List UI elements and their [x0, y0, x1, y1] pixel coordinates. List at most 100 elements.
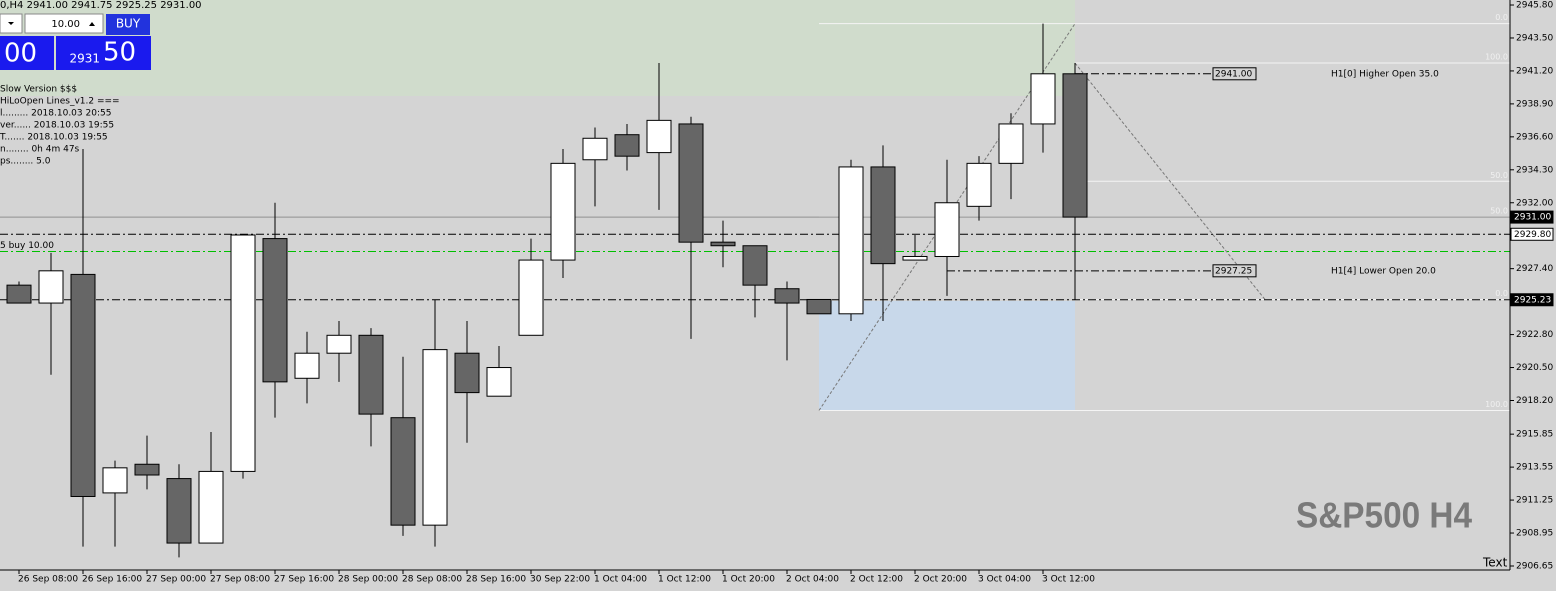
price-box	[1510, 227, 1554, 241]
h1-box	[1212, 67, 1257, 81]
candle-body	[806, 298, 832, 315]
indicator-line: ps........ 5.0	[0, 157, 51, 167]
candle-body	[230, 234, 256, 472]
y-tick-label: 2945.80	[1516, 1, 1553, 11]
dropdown-arrow	[8, 22, 14, 25]
x-tick-label: 3 Oct 12:00	[1042, 575, 1095, 585]
candle-body	[902, 255, 928, 261]
candle-body	[358, 334, 384, 415]
x-tick-label: 2 Oct 12:00	[850, 575, 903, 585]
x-tick-label: 1 Oct 12:00	[658, 575, 711, 585]
y-tick-label: 2922.80	[1516, 330, 1553, 340]
candle-body	[422, 349, 448, 526]
y-tick-label: 2941.20	[1516, 66, 1553, 76]
candle-body	[70, 273, 96, 497]
price-box-label: 2925.23	[1514, 295, 1551, 305]
indicator-line: HiLoOpen Lines_v1.2 ===	[0, 97, 120, 107]
y-tick-label: 2927.40	[1516, 264, 1553, 274]
candle-body	[454, 352, 480, 394]
h1-value: 2941.00	[1215, 69, 1252, 79]
order-label: 5 buy 10.00	[0, 241, 54, 251]
price-box-label: 2929.80	[1514, 230, 1551, 240]
indicator-line: Slow Version $$$	[0, 85, 77, 95]
zone-green	[0, 0, 1075, 96]
candle-body	[294, 352, 320, 379]
y-tick-label: 2938.90	[1516, 99, 1553, 109]
y-tick-label: 2932.00	[1516, 198, 1553, 208]
y-tick-label: 2934.30	[1516, 165, 1553, 175]
fib-label: 50.0	[1490, 207, 1508, 216]
y-tick-label: 2908.95	[1516, 529, 1553, 539]
x-tick-label: 1 Oct 04:00	[594, 575, 647, 585]
spin-arrow	[89, 22, 95, 26]
zone-blue	[819, 301, 1075, 411]
fib-label: 0.0	[1495, 289, 1508, 298]
y-tick-label: 2936.60	[1516, 132, 1553, 142]
y-tick-label: 2918.20	[1516, 396, 1553, 406]
price-box	[1510, 210, 1554, 224]
sell-box[interactable]	[0, 36, 54, 70]
candle-body	[486, 367, 512, 397]
y-tick-label: 2920.50	[1516, 363, 1553, 373]
candle-body	[1062, 73, 1088, 218]
lots-input[interactable]	[24, 13, 104, 34]
candle-body	[646, 119, 672, 154]
buy-price-small: 2931	[69, 52, 100, 66]
x-tick-label: 27 Sep 16:00	[274, 575, 334, 585]
candle-body	[550, 162, 576, 261]
candle-body	[998, 123, 1024, 164]
candle-body	[582, 137, 608, 161]
candle-body	[1030, 73, 1056, 125]
buy-button[interactable]	[106, 14, 150, 35]
candle-body	[678, 123, 704, 243]
candle-body	[838, 166, 864, 315]
x-tick-label: 1 Oct 20:00	[722, 575, 775, 585]
candle-body	[774, 288, 800, 304]
x-tick-label: 28 Sep 08:00	[402, 575, 462, 585]
candle-body	[38, 270, 64, 304]
x-tick-label: 26 Sep 08:00	[18, 575, 78, 585]
buy-price-big: 50	[103, 38, 136, 68]
x-tick-label: 26 Sep 16:00	[82, 575, 142, 585]
fib-label: 0.0	[1495, 13, 1508, 22]
fib-label: 50.0	[1490, 171, 1508, 180]
trade-panel[interactable]: 10.00 BUY 00 2931 50	[0, 13, 151, 70]
candle-body	[966, 162, 992, 207]
indicator-line: n........ 0h 4m 47s	[0, 145, 80, 155]
x-tick-label: 27 Sep 08:00	[210, 575, 270, 585]
candle-body	[614, 134, 640, 157]
x-tick-label: 3 Oct 04:00	[978, 575, 1031, 585]
watermark: S&P500 H4	[1296, 495, 1472, 536]
x-tick-label: 2 Oct 04:00	[786, 575, 839, 585]
candle-body	[710, 241, 736, 247]
candle-body	[198, 470, 224, 544]
candle-body	[390, 417, 416, 526]
price-box	[1510, 293, 1554, 307]
x-tick-label: 27 Sep 00:00	[146, 575, 206, 585]
x-tick-label: 30 Sep 22:00	[530, 575, 590, 585]
x-tick-label: 28 Sep 00:00	[338, 575, 398, 585]
candle-body	[134, 463, 160, 476]
candle-body	[6, 284, 32, 304]
buy-box[interactable]	[56, 36, 151, 70]
candle-body	[742, 245, 768, 286]
h1-box	[1212, 264, 1257, 278]
h1-text: H1[4] Lower Open 20.0	[1331, 266, 1436, 276]
y-tick-label: 2913.55	[1516, 463, 1553, 473]
corner-text: Text	[1482, 556, 1508, 570]
candle-body	[102, 467, 128, 494]
candle-body	[518, 259, 544, 336]
sell-price: 00	[4, 39, 37, 69]
x-tick-label: 28 Sep 16:00	[466, 575, 526, 585]
header: 0,H4 2941.00 2941.75 2925.25 2931.00	[0, 0, 202, 11]
price-box-label: 2931.00	[1514, 213, 1551, 223]
y-tick-label: 2906.65	[1516, 561, 1553, 571]
indicator-line: ver...... 2018.10.03 19:55	[0, 121, 114, 131]
indicator-line: l......... 2018.10.03 20:55	[0, 109, 111, 119]
h1-text: H1[0] Higher Open 35.0	[1331, 69, 1439, 79]
y-tick-label: 2943.50	[1516, 33, 1553, 43]
lots: 10.00	[51, 19, 80, 30]
fib-label: 100.0	[1485, 400, 1508, 409]
candle-body	[326, 334, 352, 354]
